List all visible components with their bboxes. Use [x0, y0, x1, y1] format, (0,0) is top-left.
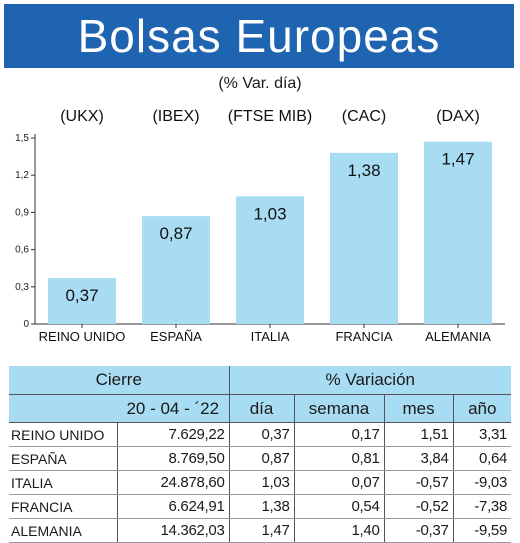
bar	[236, 196, 304, 324]
header-semana: semana	[293, 394, 385, 423]
row-semana: 0,54	[293, 494, 385, 519]
index-code-label: (UKX)	[60, 108, 104, 125]
row-cierre: 8.769,50	[116, 446, 230, 471]
bar-chart: 0 0,3 0,6 0,9 1,2 1,5 0,37 REINO UNIDO (UKX) 0,87…	[15, 108, 505, 344]
header-variacion: % Variación	[229, 366, 512, 395]
header-cierre: Cierre	[9, 366, 230, 395]
table-subheader-row: 20 - 04 - ´22 día semana mes año	[9, 394, 512, 423]
y-tick-label: 0,9	[15, 207, 29, 218]
row-dia: 0,87	[228, 446, 295, 471]
table-row: ESPAÑA 8.769,50 0,87 0,81 3,84 0,64	[9, 446, 512, 471]
row-mes: -0,57	[383, 470, 454, 495]
index-code-label: (CAC)	[342, 108, 386, 125]
bar-value-label: 0,87	[159, 224, 192, 243]
row-cierre: 24.878,60	[116, 470, 230, 495]
header-mes: mes	[383, 394, 454, 423]
row-cierre: 6.624,91	[116, 494, 230, 519]
row-mes: -0,37	[383, 518, 454, 543]
row-ano: -9,59	[452, 518, 512, 543]
y-tick-label: 1,5	[15, 133, 29, 144]
row-semana: 0,17	[293, 422, 385, 447]
y-tick-label: 1,2	[15, 170, 29, 181]
index-code-label: (FTSE MIB)	[228, 108, 312, 125]
y-tick-label: 0,6	[15, 245, 29, 256]
row-mes: 1,51	[383, 422, 454, 447]
table-row: ITALIA 24.878,60 1,03 0,07 -0,57 -9,03	[9, 470, 512, 495]
row-name: ALEMANIA	[9, 518, 117, 543]
row-cierre: 7.629,22	[116, 422, 230, 447]
row-cierre: 14.362,03	[116, 518, 230, 543]
row-name: ESPAÑA	[9, 446, 117, 471]
header-ano: año	[452, 394, 512, 423]
row-mes: -0,52	[383, 494, 454, 519]
title-banner: Bolsas Europeas	[4, 4, 514, 68]
bar	[142, 216, 210, 324]
row-name: ITALIA	[9, 470, 117, 495]
data-table: Cierre % Variación 20 - 04 - ´22 día sem…	[9, 366, 512, 543]
row-dia: 1,03	[228, 470, 295, 495]
x-category-label: ESPAÑA	[150, 329, 202, 344]
header-dia: día	[228, 394, 295, 423]
x-category-label: ITALIA	[251, 329, 290, 344]
row-semana: 0,81	[293, 446, 385, 471]
header-empty	[9, 394, 117, 423]
row-semana: 0,07	[293, 470, 385, 495]
index-code-label: (DAX)	[436, 108, 480, 125]
row-ano: -7,38	[452, 494, 512, 519]
row-name: FRANCIA	[9, 494, 117, 519]
bar-value-label: 1,03	[253, 204, 286, 223]
table-row: REINO UNIDO 7.629,22 0,37 0,17 1,51 3,31	[9, 422, 512, 447]
row-ano: 0,64	[452, 446, 512, 471]
row-ano: -9,03	[452, 470, 512, 495]
row-dia: 1,38	[228, 494, 295, 519]
row-name: REINO UNIDO	[9, 422, 117, 447]
table-row: ALEMANIA 14.362,03 1,47 1,40 -0,37 -9,59	[9, 518, 512, 543]
table-header-row: Cierre % Variación	[9, 366, 512, 395]
y-tick-label: 0	[23, 319, 29, 330]
x-category-label: ALEMANIA	[425, 329, 491, 344]
row-mes: 3,84	[383, 446, 454, 471]
bar-value-label: 0,37	[65, 286, 98, 305]
row-semana: 1,40	[293, 518, 385, 543]
y-tick-label: 0,3	[15, 282, 29, 293]
header-date: 20 - 04 - ´22	[117, 394, 230, 423]
row-dia: 1,47	[228, 518, 295, 543]
x-category-label: REINO UNIDO	[39, 329, 126, 344]
x-category-label: FRANCIA	[335, 329, 392, 344]
bar-value-label: 1,38	[347, 161, 380, 180]
index-code-label: (IBEX)	[152, 108, 199, 125]
chart-subtitle: (% Var. día)	[218, 75, 302, 92]
row-ano: 3,31	[452, 422, 512, 447]
bar	[48, 278, 116, 324]
bar	[330, 152, 398, 324]
data-table-container: Cierre % Variación 20 - 04 - ´22 día sem…	[9, 366, 512, 543]
bar-value-label: 1,47	[441, 150, 474, 169]
page-title: Bolsas Europeas	[77, 10, 441, 62]
bar	[424, 141, 492, 324]
row-dia: 0,37	[228, 422, 295, 447]
table-row: FRANCIA 6.624,91 1,38 0,54 -0,52 -7,38	[9, 494, 512, 519]
